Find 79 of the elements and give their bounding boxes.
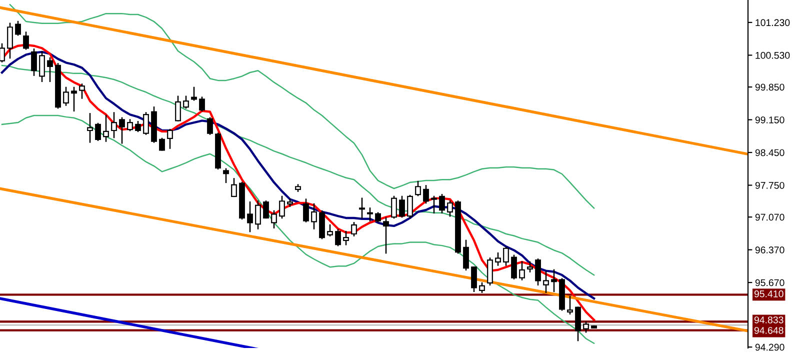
candlestick [487,258,493,286]
y-tick-label: 99.150 [755,116,784,124]
ref-line-label: 94.648 [754,326,784,334]
candlestick [183,96,189,109]
candlestick [271,210,277,228]
line-series [9,4,595,209]
candlestick [343,230,349,246]
candlestick [159,138,165,151]
candlestick [495,252,501,266]
candlestick [103,114,109,142]
candlestick [391,196,397,219]
candlestick [175,96,181,122]
y-tick-label: 99.850 [755,84,784,91]
candlestick [327,224,333,236]
candlestick [335,229,341,246]
candlestick [119,117,125,144]
candlestick [311,203,317,230]
candlestick [567,296,573,314]
y-tick-label: 98.450 [755,149,784,156]
candlestick [575,306,581,342]
candlestick [431,196,437,214]
candlestick [39,51,45,82]
candlestick [519,261,525,280]
y-tick-label: 96.370 [755,246,784,254]
candlestick [383,217,389,254]
candlestick [503,246,509,266]
candlestick [63,86,69,106]
candlestick [0,43,5,62]
candlestick [263,200,269,219]
candlestick [71,86,77,112]
candlestick [15,20,21,36]
candlestick [551,269,557,292]
y-tick-label: 101.230 [756,19,790,26]
candlestick [447,200,453,217]
candlestick [223,168,229,184]
candlestick [471,266,477,292]
candlestick [527,261,533,272]
candlestick [479,282,485,293]
candlestick [207,117,213,135]
candlestick [407,194,413,219]
y-tick-label: 95.670 [755,279,784,286]
candlestick [439,194,445,214]
candlestick [7,22,13,59]
candlestick [303,198,309,222]
candlestick [135,120,141,132]
candlestick [31,48,37,76]
candlestick [127,119,133,132]
candlestick [415,180,421,196]
candlestick [199,96,205,112]
candlestick [279,196,285,219]
candlestick [23,32,29,50]
y-tick-label: 100.530 [756,52,790,59]
candlestick [79,84,85,99]
candlestick [423,185,429,204]
candlestick [399,196,405,218]
ref-line-label: 95.410 [754,290,784,298]
candlestick [95,122,101,141]
candlestick [231,178,237,198]
candlestick [247,201,253,232]
line-series [1,114,595,344]
candlestick [359,198,365,219]
candlestick [143,112,149,135]
candlestick [167,128,173,149]
candlestick [511,254,517,280]
ref-line-label: 94.833 [754,316,784,324]
y-tick-label: 97.070 [755,214,784,221]
candlestick [351,222,357,236]
candlestick [543,271,549,293]
candlestick [583,322,589,333]
candlestick [367,208,373,222]
candlestick [47,57,53,82]
y-tick-label: 94.290 [755,344,784,351]
candlestick [255,200,261,230]
candlestick [463,240,469,271]
candlestick [87,113,93,143]
candlestick [111,112,117,138]
candlestick [535,258,541,286]
candlestick [191,86,197,101]
y-tick-label: 97.750 [755,182,784,189]
